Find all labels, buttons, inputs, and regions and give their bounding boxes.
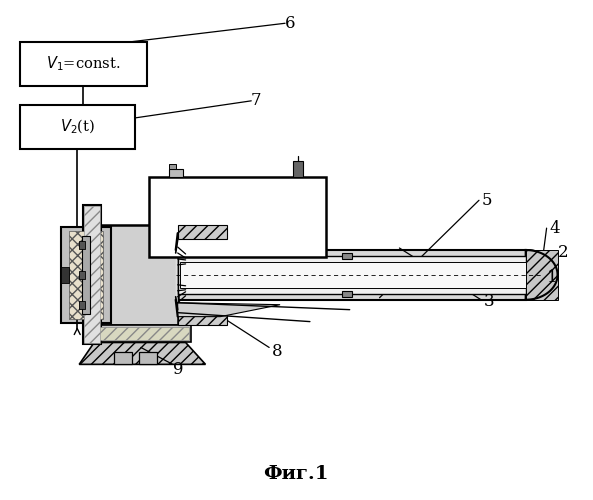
- Bar: [61, 267, 69, 283]
- Bar: [79, 300, 85, 308]
- Polygon shape: [178, 310, 227, 324]
- Polygon shape: [526, 250, 557, 300]
- Bar: [20, 105, 135, 148]
- Bar: [293, 162, 303, 178]
- Bar: [79, 241, 85, 249]
- Bar: [82, 236, 90, 314]
- Text: 4: 4: [549, 220, 560, 236]
- Bar: [91, 326, 189, 340]
- Polygon shape: [178, 225, 227, 239]
- Bar: [89, 324, 190, 342]
- Polygon shape: [176, 233, 178, 316]
- Bar: [178, 256, 526, 294]
- Text: $V_2$(t): $V_2$(t): [60, 118, 95, 136]
- Bar: [526, 250, 557, 300]
- Bar: [180, 262, 526, 288]
- Bar: [342, 253, 352, 259]
- Text: 7: 7: [251, 92, 262, 110]
- Bar: [84, 206, 100, 344]
- Polygon shape: [178, 302, 280, 316]
- Bar: [169, 164, 176, 170]
- Bar: [149, 178, 326, 257]
- Text: 8: 8: [272, 343, 282, 360]
- Bar: [342, 291, 352, 296]
- Bar: [61, 227, 111, 322]
- Bar: [69, 231, 103, 318]
- Polygon shape: [79, 342, 206, 364]
- Bar: [79, 271, 85, 279]
- Bar: [139, 352, 157, 364]
- Bar: [114, 352, 132, 364]
- Text: 6: 6: [285, 15, 295, 32]
- Text: 1: 1: [547, 270, 558, 286]
- Text: 9: 9: [173, 361, 184, 378]
- Bar: [176, 250, 526, 300]
- Bar: [101, 225, 178, 324]
- Text: 2: 2: [558, 244, 569, 262]
- Bar: [83, 205, 101, 344]
- Bar: [169, 170, 183, 177]
- Text: Фиг.1: Фиг.1: [263, 465, 329, 483]
- Text: 5: 5: [482, 192, 492, 209]
- Bar: [20, 42, 147, 86]
- Text: 3: 3: [484, 293, 494, 310]
- Text: $V_1$=const.: $V_1$=const.: [46, 54, 120, 74]
